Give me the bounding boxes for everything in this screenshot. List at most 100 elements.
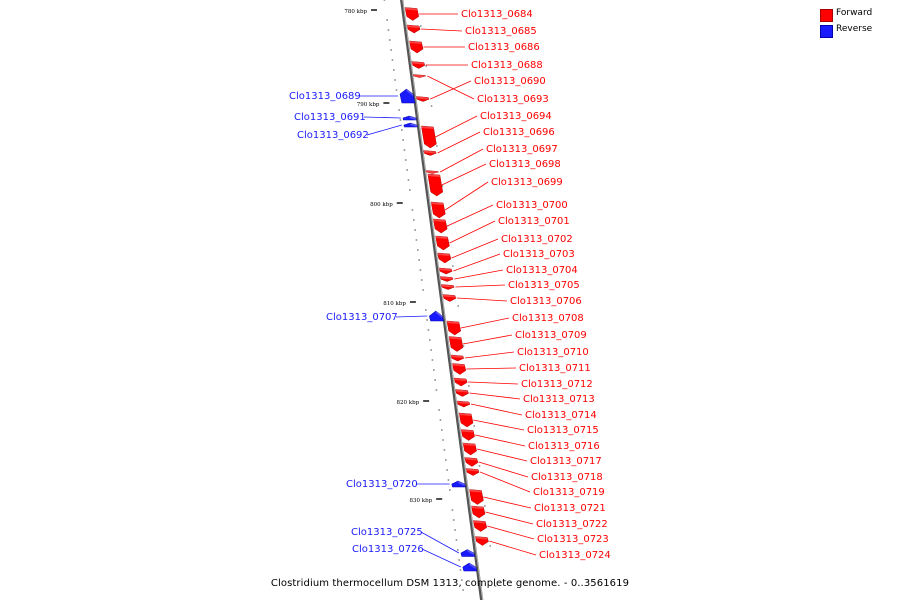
forward-gene[interactable] <box>437 252 452 264</box>
gene-arrow[interactable] <box>446 320 462 336</box>
gene-label[interactable]: Clo1313_0722 <box>536 519 608 530</box>
forward-gene[interactable] <box>427 173 444 197</box>
gene-arrow[interactable] <box>474 536 489 546</box>
forward-gene[interactable] <box>472 520 488 532</box>
forward-gene[interactable] <box>453 377 468 387</box>
gene-arrow[interactable] <box>453 377 468 387</box>
gene-arrow[interactable] <box>441 284 455 290</box>
gene-arrow[interactable] <box>432 218 448 234</box>
gene-arrow[interactable] <box>472 520 488 532</box>
forward-gene[interactable] <box>438 267 453 275</box>
gene-arrow[interactable] <box>404 7 420 21</box>
forward-gene[interactable] <box>406 24 421 34</box>
gene-arrow[interactable] <box>471 505 486 519</box>
forward-gene[interactable] <box>442 294 457 302</box>
gene-label[interactable]: Clo1313_0715 <box>527 425 599 436</box>
gene-arrow[interactable] <box>430 201 446 219</box>
gene-label[interactable]: Clo1313_0719 <box>533 487 605 498</box>
forward-gene[interactable] <box>469 489 484 505</box>
forward-gene[interactable] <box>460 429 475 441</box>
gene-label[interactable]: Clo1313_0713 <box>523 394 595 405</box>
gene-arrow[interactable] <box>403 122 418 128</box>
gene-label[interactable]: Clo1313_0708 <box>512 313 584 324</box>
reverse-gene[interactable] <box>451 480 466 488</box>
forward-gene[interactable] <box>423 150 437 156</box>
forward-gene[interactable] <box>404 7 420 21</box>
gene-arrow[interactable] <box>442 294 457 302</box>
gene-label[interactable]: Clo1313_0721 <box>534 503 606 514</box>
gene-label[interactable]: Clo1313_0691 <box>294 112 366 123</box>
forward-gene[interactable] <box>411 61 426 69</box>
gene-label[interactable]: Clo1313_0701 <box>498 216 570 227</box>
gene-arrow[interactable] <box>465 468 480 476</box>
gene-label[interactable]: Clo1313_0692 <box>297 130 369 141</box>
gene-label[interactable]: Clo1313_0706 <box>510 296 582 307</box>
reverse-gene[interactable] <box>429 310 444 322</box>
gene-label[interactable]: Clo1313_0717 <box>530 456 602 467</box>
gene-label[interactable]: Clo1313_0710 <box>517 347 589 358</box>
gene-arrow[interactable] <box>455 389 469 397</box>
forward-gene[interactable] <box>425 170 439 174</box>
forward-gene[interactable] <box>455 389 469 397</box>
forward-gene[interactable] <box>440 276 454 282</box>
forward-gene[interactable] <box>465 468 480 476</box>
gene-label[interactable]: Clo1313_0688 <box>471 60 543 71</box>
forward-gene[interactable] <box>446 320 462 336</box>
forward-gene[interactable] <box>421 125 437 149</box>
gene-arrow[interactable] <box>425 170 439 174</box>
gene-arrow[interactable] <box>409 40 424 54</box>
gene-arrow[interactable] <box>421 125 437 149</box>
gene-arrow[interactable] <box>448 336 464 352</box>
gene-arrow[interactable] <box>427 173 444 197</box>
gene-arrow[interactable] <box>399 88 416 104</box>
reverse-gene[interactable] <box>402 115 417 121</box>
gene-label[interactable]: Clo1313_0703 <box>503 249 575 260</box>
gene-label[interactable]: Clo1313_0712 <box>521 379 593 390</box>
forward-gene[interactable] <box>456 400 471 408</box>
gene-label[interactable]: Clo1313_0702 <box>501 234 573 245</box>
forward-gene[interactable] <box>409 40 424 54</box>
forward-gene[interactable] <box>458 412 474 428</box>
gene-label[interactable]: Clo1313_0685 <box>465 26 537 37</box>
gene-label[interactable]: Clo1313_0684 <box>461 9 533 20</box>
gene-label[interactable]: Clo1313_0689 <box>289 91 361 102</box>
forward-gene[interactable] <box>448 336 464 352</box>
gene-arrow[interactable] <box>452 363 467 375</box>
gene-arrow[interactable] <box>406 24 421 34</box>
gene-arrow[interactable] <box>435 235 450 251</box>
forward-gene[interactable] <box>412 74 427 78</box>
gene-label[interactable]: Clo1313_0718 <box>531 472 603 483</box>
reverse-gene[interactable] <box>460 549 476 557</box>
forward-gene[interactable] <box>462 442 477 456</box>
gene-arrow[interactable] <box>469 489 484 505</box>
forward-gene[interactable] <box>464 457 479 467</box>
gene-arrow[interactable] <box>412 74 427 78</box>
gene-arrow[interactable] <box>411 61 426 69</box>
gene-arrow[interactable] <box>402 115 417 121</box>
forward-gene[interactable] <box>471 505 486 519</box>
gene-arrow[interactable] <box>462 562 478 572</box>
gene-label[interactable]: Clo1313_0699 <box>491 177 563 188</box>
gene-label[interactable]: Clo1313_0698 <box>489 159 561 170</box>
forward-gene[interactable] <box>441 284 455 290</box>
reverse-gene[interactable] <box>403 122 418 128</box>
gene-arrow[interactable] <box>416 96 430 102</box>
forward-gene[interactable] <box>430 201 446 219</box>
gene-arrow[interactable] <box>438 267 453 275</box>
gene-arrow[interactable] <box>464 457 479 467</box>
gene-label[interactable]: Clo1313_0705 <box>508 280 580 291</box>
gene-label[interactable]: Clo1313_0697 <box>486 144 558 155</box>
gene-label[interactable]: Clo1313_0700 <box>496 200 568 211</box>
gene-arrow[interactable] <box>437 252 452 264</box>
gene-label[interactable]: Clo1313_0711 <box>519 363 591 374</box>
gene-arrow[interactable] <box>462 442 477 456</box>
gene-label[interactable]: Clo1313_0714 <box>525 410 597 421</box>
gene-label[interactable]: Clo1313_0724 <box>539 550 611 561</box>
gene-arrow[interactable] <box>460 549 476 557</box>
gene-label[interactable]: Clo1313_0693 <box>477 94 549 105</box>
gene-label[interactable]: Clo1313_0725 <box>351 527 423 538</box>
reverse-gene[interactable] <box>399 88 416 104</box>
gene-label[interactable]: Clo1313_0709 <box>515 330 587 341</box>
gene-label[interactable]: Clo1313_0694 <box>480 111 552 122</box>
gene-arrow[interactable] <box>440 276 454 282</box>
